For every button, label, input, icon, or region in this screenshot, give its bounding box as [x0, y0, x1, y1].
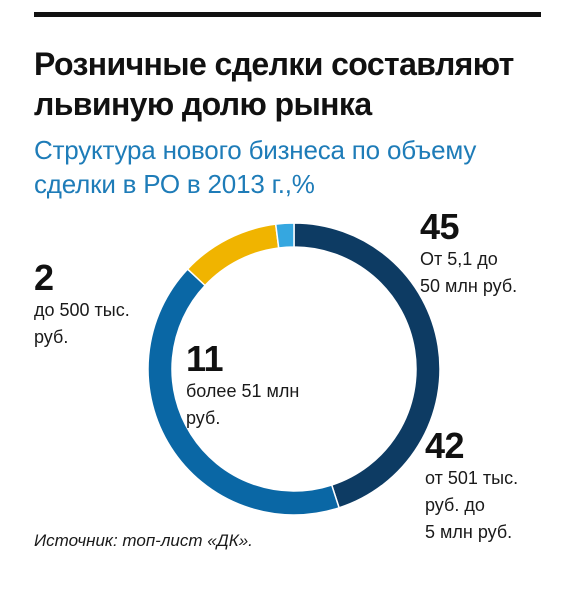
chart-subtitle: Структура нового бизнеса по объему сделк… — [34, 135, 477, 199]
slice-label-line: руб. — [34, 327, 69, 347]
donut-slice-11 — [186, 223, 280, 287]
slice-label-line: руб. — [186, 408, 221, 428]
slice-label-line: руб. до — [425, 495, 485, 515]
slice-label-11: 11 более 51 млн руб. — [186, 340, 299, 432]
donut-slice-2 — [274, 222, 295, 249]
slice-label-line: более 51 млн — [186, 381, 300, 401]
slice-label-line: до 500 тыс. — [34, 300, 130, 320]
slice-label-2: 2 до 500 тыс. руб. — [34, 259, 130, 351]
slice-label-line: 5 млн руб. — [425, 522, 513, 542]
slice-value: 45 — [420, 206, 460, 247]
donut-slice-45 — [293, 222, 441, 509]
slice-label-45: 45 От 5,1 до 50 млн руб. — [420, 208, 517, 300]
slice-label-line: От 5,1 до — [420, 249, 498, 269]
slice-value: 2 — [34, 257, 54, 298]
source-note: Источник: топ-лист «ДК». — [34, 531, 253, 550]
chart-title: Розничные сделки составляют львиную долю… — [34, 46, 514, 122]
slice-value: 42 — [425, 425, 465, 466]
slice-value: 11 — [186, 338, 224, 379]
slice-label-line: от 501 тыс. — [425, 468, 519, 488]
slice-label-line: 50 млн руб. — [420, 276, 518, 296]
top-rule — [34, 12, 541, 17]
slice-label-42: 42 от 501 тыс. руб. до 5 млн руб. — [425, 427, 518, 546]
